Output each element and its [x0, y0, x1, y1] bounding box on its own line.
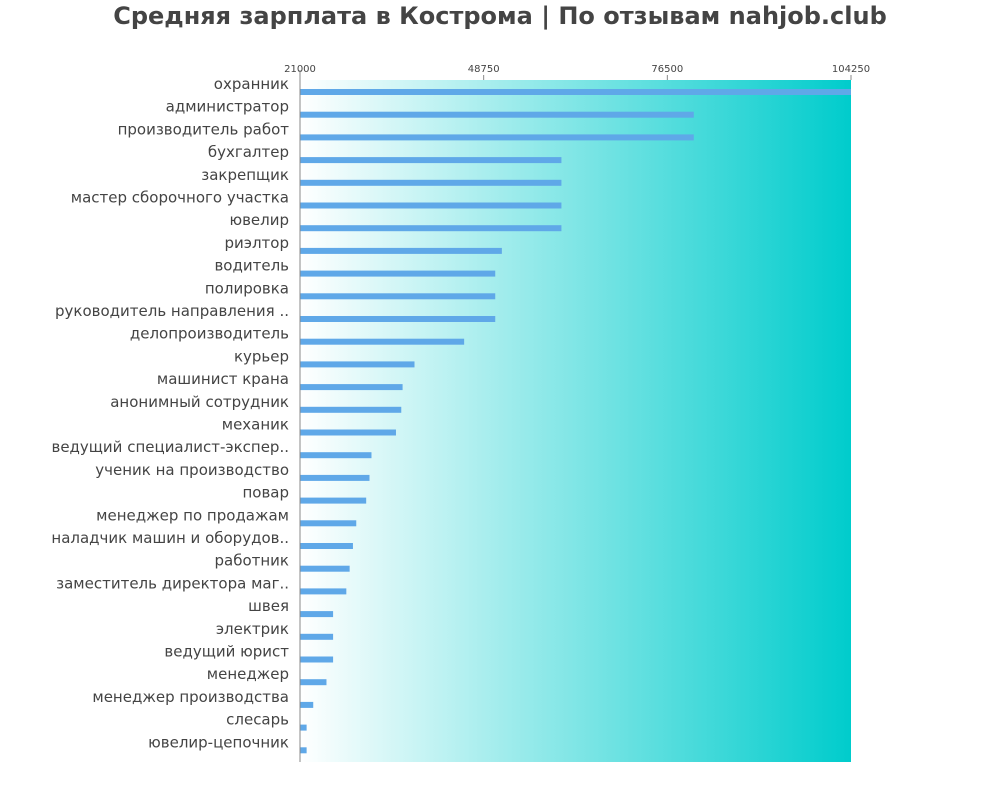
x-tick-label: 104250 [832, 64, 870, 75]
bar[interactable] [300, 247, 502, 254]
bar[interactable] [300, 565, 350, 572]
bar[interactable] [300, 293, 496, 300]
bar[interactable] [300, 89, 851, 95]
bar[interactable] [300, 384, 403, 391]
category-label: анонимный сотрудник [110, 393, 289, 411]
bar[interactable] [300, 134, 694, 141]
bar[interactable] [300, 747, 307, 754]
bar[interactable] [300, 588, 347, 595]
x-tick-label: 76500 [651, 64, 683, 75]
bar[interactable] [300, 179, 562, 186]
category-label: руководитель направления .. [55, 302, 289, 320]
bar[interactable] [300, 452, 372, 459]
category-label: риэлтор [224, 234, 289, 252]
category-label: мастер сборочного участка [71, 189, 289, 207]
category-label: швея [248, 597, 289, 615]
plot-background [300, 80, 851, 762]
category-label: ученик на производство [95, 461, 289, 479]
bar[interactable] [300, 474, 370, 481]
category-label: ведущий юрист [164, 643, 289, 661]
bar[interactable] [300, 316, 496, 322]
category-label: менеджер [207, 665, 289, 683]
bar[interactable] [300, 520, 357, 527]
bar[interactable] [300, 157, 562, 164]
x-tick-label: 48750 [468, 64, 500, 75]
bar[interactable] [300, 724, 307, 731]
bar[interactable] [300, 202, 562, 209]
category-label: механик [222, 416, 289, 434]
category-label: электрик [216, 620, 289, 638]
category-label: машинист крана [157, 370, 289, 388]
category-label: ведущий специалист-экспер.. [51, 438, 289, 456]
category-label: работник [215, 552, 290, 570]
category-label: охранник [214, 75, 289, 93]
category-label: повар [242, 484, 289, 502]
bar[interactable] [300, 338, 465, 345]
chart-title: Средняя зарплата в Кострома | По отзывам… [113, 2, 887, 30]
category-label: водитель [214, 257, 289, 275]
bar[interactable] [300, 111, 694, 118]
bar[interactable] [300, 656, 334, 663]
bar[interactable] [300, 429, 396, 436]
bar[interactable] [300, 225, 562, 232]
category-label: ювелир [229, 211, 289, 229]
bar[interactable] [300, 270, 496, 277]
category-label: закрепщик [201, 166, 289, 184]
category-label: администратор [166, 98, 289, 116]
category-label: слесарь [226, 711, 289, 729]
category-label: менеджер производства [92, 688, 289, 706]
x-tick-label: 21000 [284, 64, 316, 75]
category-label: производитель работ [118, 120, 290, 138]
category-label: полировка [205, 279, 289, 297]
bar[interactable] [300, 361, 415, 368]
category-label: ювелир-цепочник [148, 733, 289, 751]
category-label: наладчик машин и оборудов.. [51, 529, 289, 547]
bar[interactable] [300, 679, 327, 686]
category-label: курьер [234, 347, 289, 365]
bar[interactable] [300, 406, 402, 413]
bar[interactable] [300, 543, 353, 549]
bar[interactable] [300, 611, 334, 618]
category-label: заместитель директора маг.. [56, 574, 289, 592]
category-label: менеджер по продажам [96, 506, 289, 524]
category-label: бухгалтер [208, 143, 289, 161]
category-label: делопроизводитель [130, 325, 289, 343]
bar[interactable] [300, 497, 367, 504]
bar[interactable] [300, 633, 334, 640]
bar[interactable] [300, 701, 314, 708]
